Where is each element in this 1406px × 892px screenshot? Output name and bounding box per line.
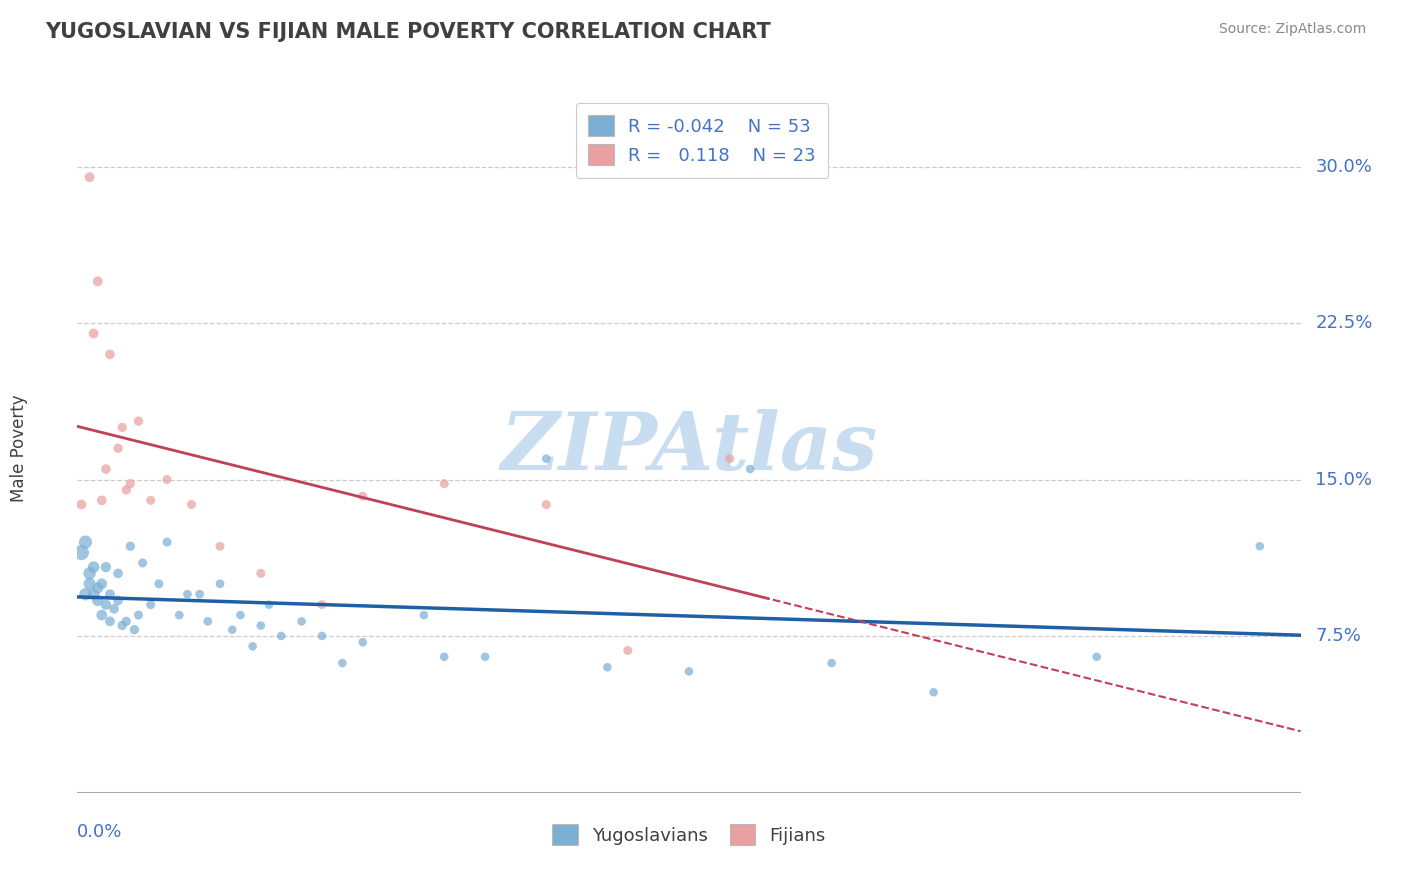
Point: [229, 608, 252, 623]
Point: [115, 615, 138, 629]
Point: [413, 608, 436, 623]
Point: [922, 685, 945, 699]
Point: [70, 498, 93, 512]
Point: [98, 615, 121, 629]
Point: [83, 587, 105, 601]
Point: [87, 581, 110, 595]
Point: [180, 498, 202, 512]
Point: [79, 566, 101, 581]
Point: [433, 649, 456, 664]
Point: [75, 587, 97, 601]
Text: 7.5%: 7.5%: [1315, 627, 1361, 645]
Point: [156, 473, 179, 487]
Point: [290, 615, 312, 629]
Point: [270, 629, 292, 643]
Point: [740, 462, 762, 476]
Point: [90, 608, 112, 623]
Text: ZIPAtlas: ZIPAtlas: [501, 409, 877, 487]
Text: Male Poverty: Male Poverty: [10, 394, 28, 502]
Point: [131, 556, 153, 570]
Point: [98, 587, 121, 601]
Point: [103, 602, 125, 616]
Point: [311, 598, 333, 612]
Point: [111, 618, 134, 632]
Point: [79, 576, 101, 591]
Point: [1085, 649, 1108, 664]
Point: [242, 640, 264, 654]
Point: [83, 326, 105, 341]
Point: [311, 629, 333, 643]
Point: [169, 608, 191, 623]
Point: [617, 643, 640, 657]
Point: [1249, 539, 1271, 553]
Point: [534, 451, 557, 466]
Point: [250, 618, 273, 632]
Point: [221, 623, 243, 637]
Point: [127, 414, 149, 428]
Text: YUGOSLAVIAN VS FIJIAN MALE POVERTY CORRELATION CHART: YUGOSLAVIAN VS FIJIAN MALE POVERTY CORRE…: [45, 22, 770, 42]
Point: [94, 560, 117, 574]
Point: [188, 587, 211, 601]
Point: [257, 598, 280, 612]
Point: [156, 535, 179, 549]
Point: [124, 623, 146, 637]
Text: 0.0%: 0.0%: [77, 822, 122, 840]
Point: [87, 274, 110, 288]
Point: [821, 656, 844, 670]
Point: [534, 498, 557, 512]
Point: [596, 660, 619, 674]
Point: [107, 593, 129, 607]
Point: [107, 442, 129, 455]
Point: [148, 576, 170, 591]
Point: [75, 535, 97, 549]
Point: [433, 476, 456, 491]
Point: [718, 451, 741, 466]
Point: [139, 493, 162, 508]
Text: 15.0%: 15.0%: [1315, 470, 1372, 489]
Point: [94, 598, 117, 612]
Point: [127, 608, 149, 623]
Point: [139, 598, 162, 612]
Point: [208, 539, 231, 553]
Point: [208, 576, 231, 591]
Point: [332, 656, 354, 670]
Text: 30.0%: 30.0%: [1315, 158, 1372, 176]
Point: [115, 483, 138, 497]
Point: [352, 489, 374, 503]
Point: [678, 665, 700, 679]
Point: [176, 587, 198, 601]
Legend: Yugoslavians, Fijians: Yugoslavians, Fijians: [540, 812, 838, 857]
Point: [107, 566, 129, 581]
Point: [90, 576, 112, 591]
Point: [90, 493, 112, 508]
Text: 22.5%: 22.5%: [1315, 314, 1372, 332]
Point: [70, 545, 93, 559]
Point: [474, 649, 496, 664]
Point: [197, 615, 219, 629]
Point: [87, 593, 110, 607]
Point: [111, 420, 134, 434]
Point: [120, 476, 142, 491]
Point: [120, 539, 142, 553]
Point: [83, 560, 105, 574]
Point: [352, 635, 374, 649]
Point: [98, 347, 121, 361]
Point: [79, 170, 101, 185]
Text: Source: ZipAtlas.com: Source: ZipAtlas.com: [1219, 22, 1367, 37]
Point: [94, 462, 117, 476]
Point: [250, 566, 273, 581]
